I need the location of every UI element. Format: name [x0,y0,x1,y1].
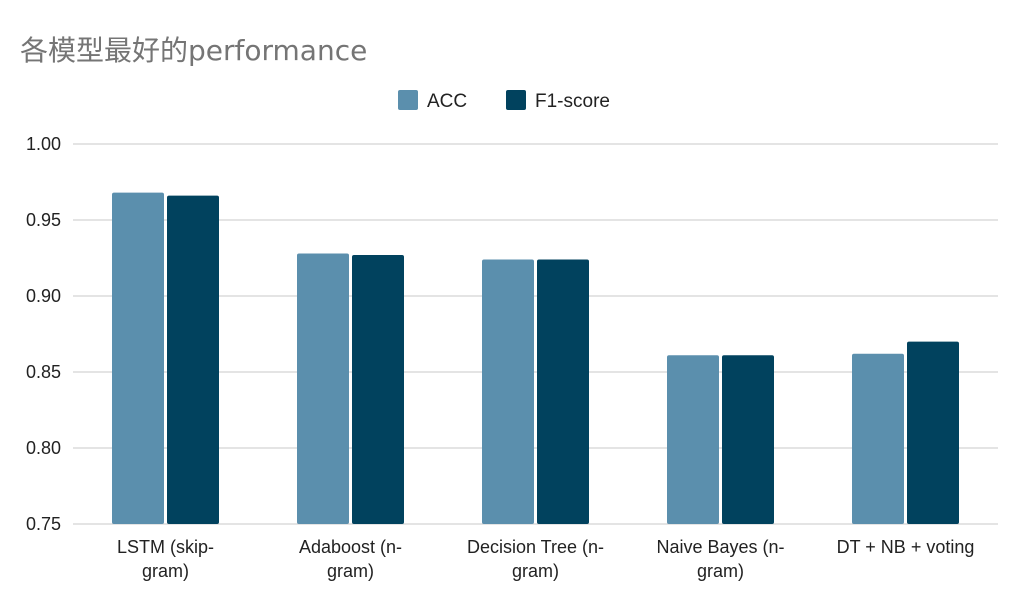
legend-label: ACC [427,91,467,112]
x-category-label: Adaboost (n- [299,537,402,557]
x-category-label: Naive Bayes (n- [656,537,784,557]
bar-f1-score-1 [352,254,404,524]
x-category-label: gram) [697,561,744,581]
bars [112,192,959,524]
x-category-label: DT + NB + voting [837,537,975,557]
bar-acc-1 [297,253,349,524]
y-tick-label: 0.80 [26,438,61,458]
legend-swatch [506,90,526,110]
x-axis: LSTM (skip-gram) Adaboost (n-gram) Decisio… [117,537,974,581]
bar-acc-3 [667,355,719,524]
x-category-label: gram) [512,561,559,581]
y-axis: 0.75 0.80 0.85 0.90 0.95 1.00 [26,134,61,534]
bar-acc-0 [112,192,164,524]
y-tick-label: 0.90 [26,286,61,306]
legend: ACC F1-score [398,90,610,112]
y-tick-label: 0.95 [26,210,61,230]
bar-f1-score-2 [537,259,589,524]
x-category-label: LSTM (skip- [117,537,214,557]
x-category-label: gram) [327,561,374,581]
y-tick-label: 1.00 [26,134,61,154]
bar-f1-score-3 [722,355,774,524]
chart-title: 各模型最好的performance [20,34,367,67]
gridlines [73,143,998,525]
bar-f1-score-0 [167,195,219,524]
y-tick-label: 0.75 [26,514,61,534]
x-category-label: gram) [142,561,189,581]
bar-acc-2 [482,259,534,524]
legend-swatch [398,90,418,110]
bar-f1-score-4 [907,341,959,524]
y-tick-label: 0.85 [26,362,61,382]
x-category-label: Decision Tree (n- [467,537,604,557]
legend-label: F1-score [535,91,610,112]
bar-acc-4 [852,353,904,524]
